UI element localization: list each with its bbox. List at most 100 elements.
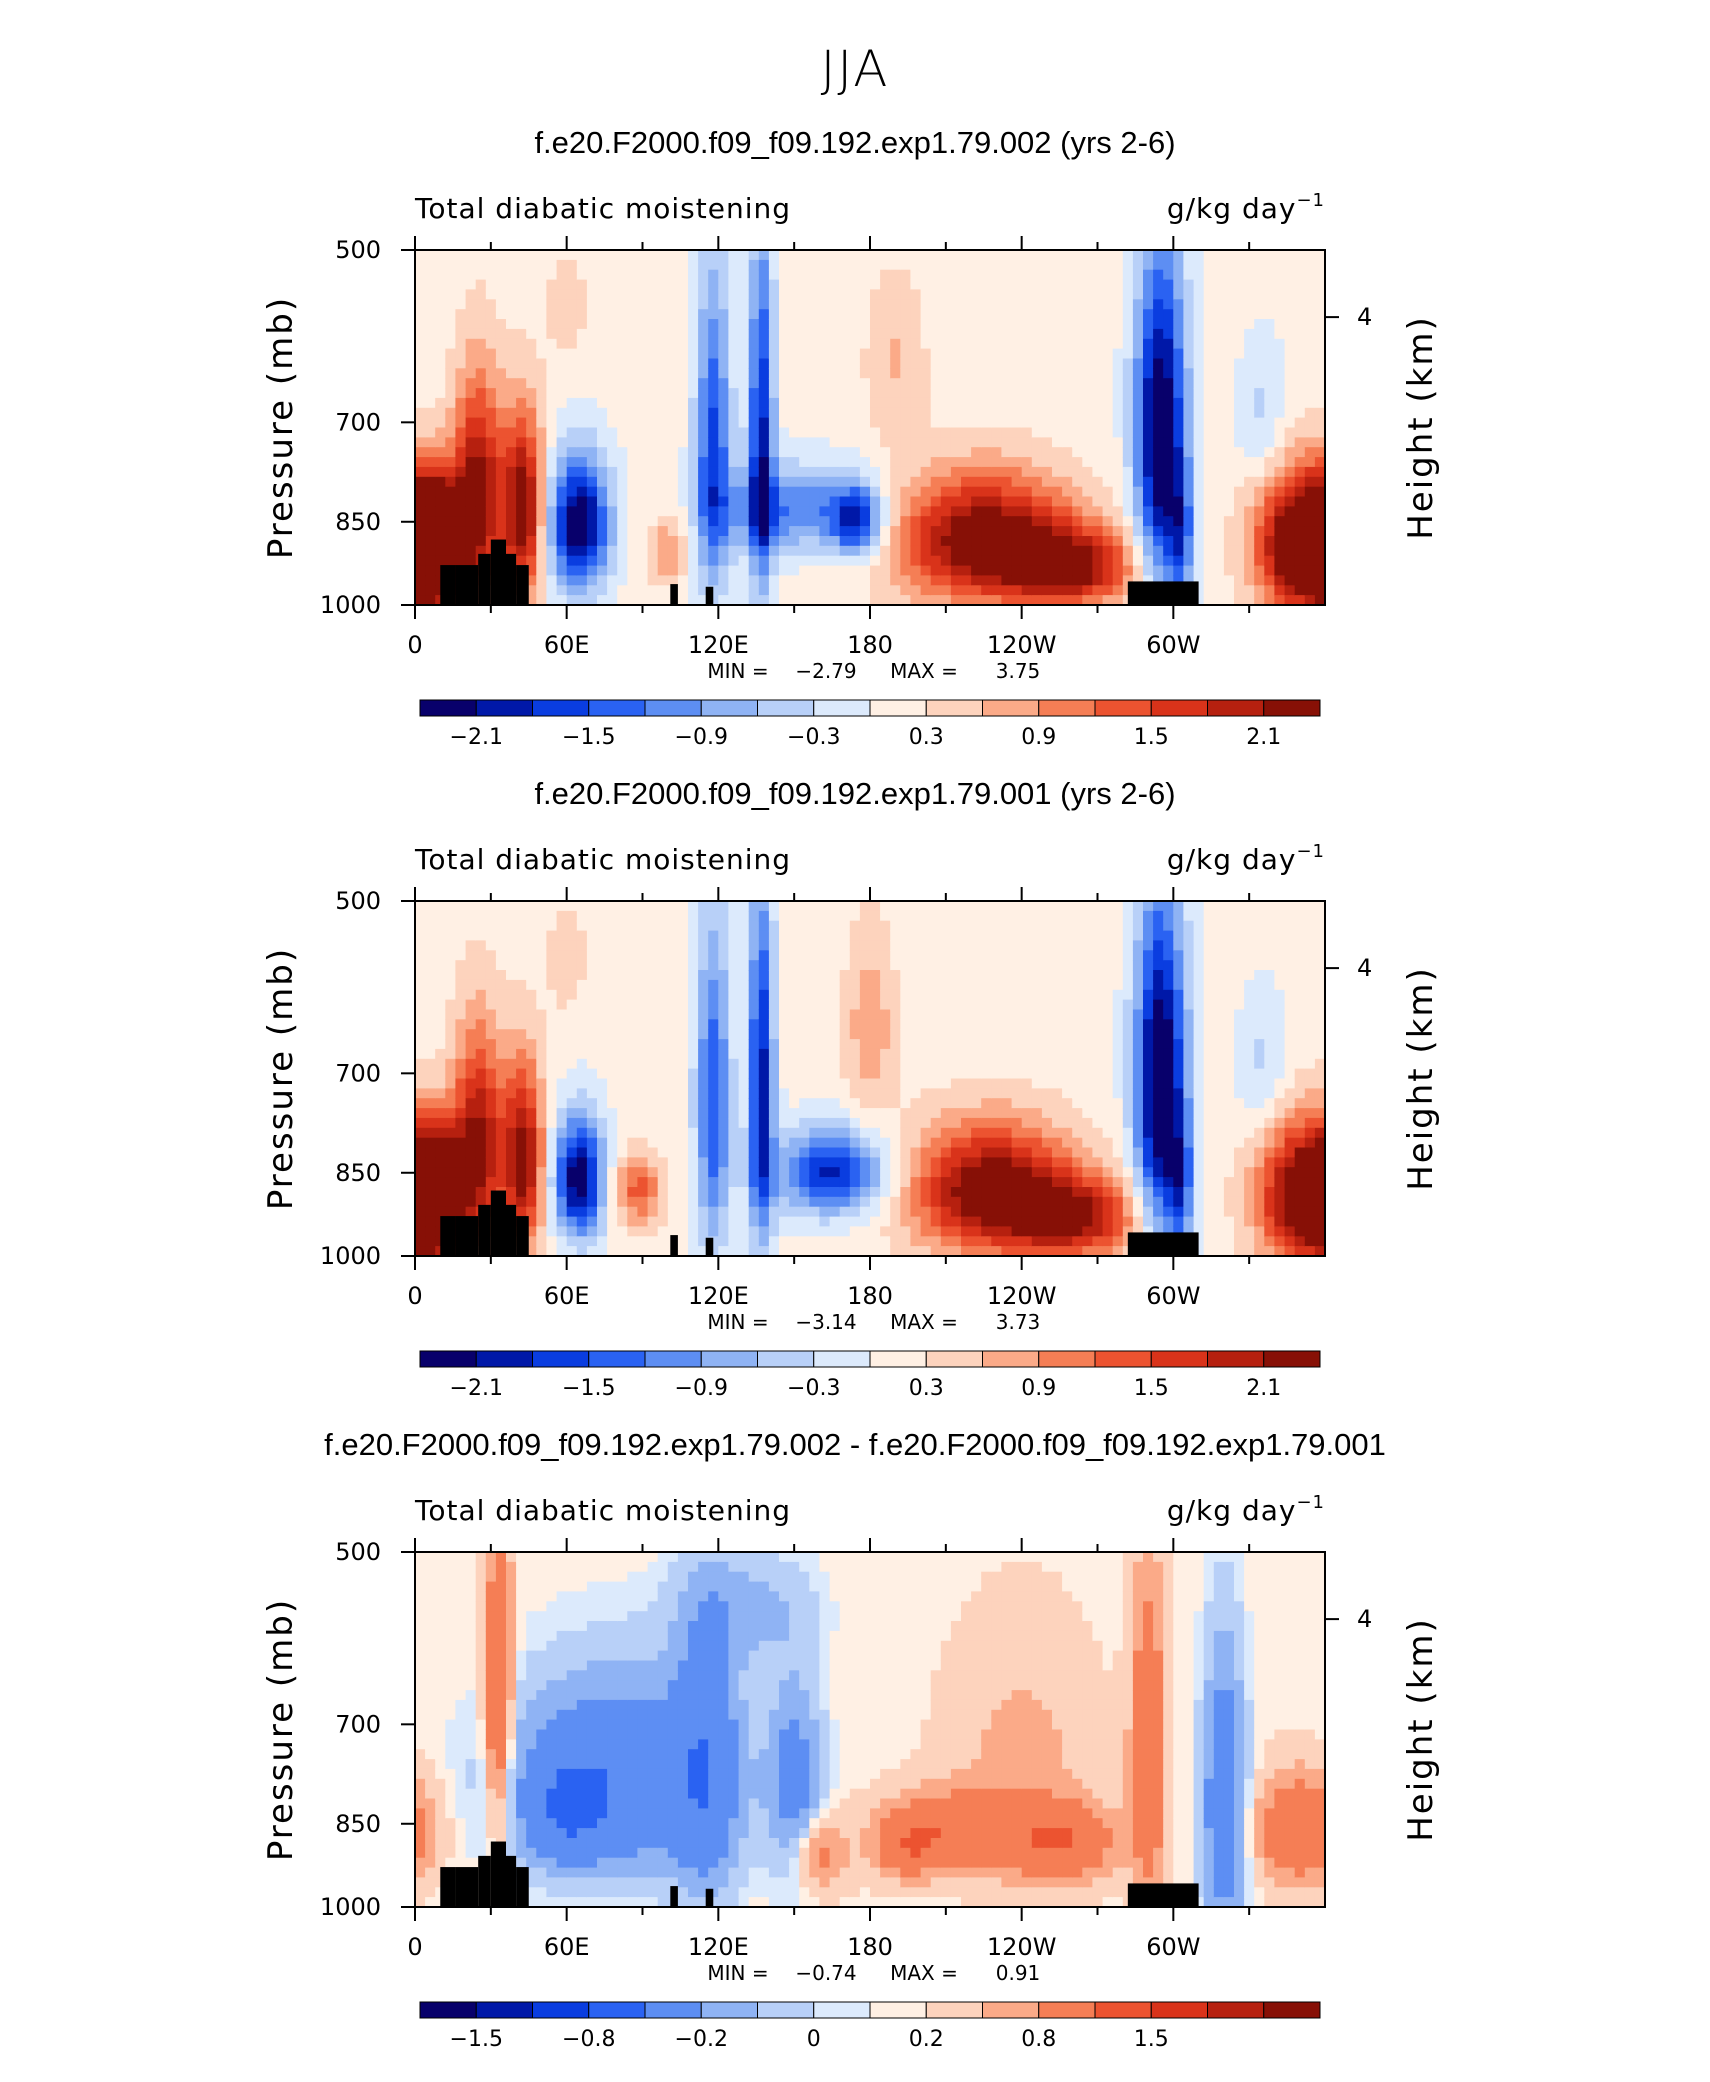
field-cell — [819, 368, 830, 379]
field-cell — [476, 447, 487, 458]
field-cell — [1082, 280, 1093, 291]
field-cell — [577, 1167, 588, 1178]
field-cell — [1052, 447, 1063, 458]
field-cell — [587, 536, 598, 547]
field-cell — [617, 911, 628, 922]
field-cell — [819, 339, 830, 350]
field-cell — [1113, 260, 1124, 271]
field-cell — [496, 1167, 507, 1178]
field-cell — [880, 418, 891, 429]
field-cell — [496, 950, 507, 961]
field-cell — [799, 428, 810, 439]
field-cell — [921, 575, 932, 586]
field-cell — [577, 585, 588, 596]
field-cell — [1173, 349, 1184, 360]
field-cell — [931, 388, 942, 399]
field-cell — [627, 487, 638, 498]
field-cell — [1204, 546, 1215, 557]
field-cell — [809, 1148, 820, 1159]
field-cell — [476, 940, 487, 951]
field-cell — [1052, 408, 1063, 419]
field-cell — [1254, 368, 1265, 379]
field-cell — [1133, 329, 1144, 340]
field-cell — [486, 526, 497, 537]
field-cell — [688, 487, 699, 498]
field-cell — [850, 1236, 861, 1247]
field-cell — [658, 1079, 669, 1090]
field-cell — [1183, 280, 1194, 291]
field-cell — [476, 931, 487, 942]
field-cell — [486, 1039, 497, 1050]
field-cell — [880, 921, 891, 932]
field-cell — [627, 1108, 638, 1119]
field-cell — [870, 319, 881, 330]
field-cell — [466, 457, 477, 468]
field-cell — [1042, 428, 1053, 439]
field-cell — [759, 970, 770, 981]
field-cell — [951, 260, 962, 271]
field-cell — [1305, 467, 1316, 478]
field-cell — [536, 536, 547, 547]
field-cell — [850, 1029, 861, 1040]
field-cell — [688, 990, 699, 1001]
field-cell — [779, 1108, 790, 1119]
field-cell — [698, 437, 709, 448]
field-cell — [617, 566, 628, 577]
field-cell — [688, 901, 699, 912]
field-cell — [648, 931, 659, 942]
field-cell — [759, 260, 770, 271]
field-cell — [1113, 457, 1124, 468]
field-cell — [1042, 398, 1053, 409]
field-cell — [941, 437, 952, 448]
field-cell — [536, 1226, 547, 1237]
field-cell — [648, 990, 659, 1001]
field-cell — [557, 575, 568, 586]
field-cell — [850, 1167, 861, 1178]
field-cell — [597, 359, 608, 370]
field-cell — [830, 418, 841, 429]
field-cell — [860, 299, 871, 310]
field-cell — [789, 368, 800, 379]
field-cell — [1163, 270, 1174, 281]
field-cell — [546, 359, 557, 370]
field-cell — [840, 309, 851, 320]
field-cell — [1113, 536, 1124, 547]
field-cell — [1103, 487, 1114, 498]
field-cell — [941, 359, 952, 370]
field-cell — [587, 901, 598, 912]
field-cell — [789, 911, 800, 922]
field-cell — [445, 911, 456, 922]
field-cell — [840, 359, 851, 370]
field-cell — [607, 516, 618, 527]
field-cell — [799, 1217, 810, 1228]
field-cell — [799, 388, 810, 399]
field-cell — [789, 1108, 800, 1119]
field-cell — [435, 299, 446, 310]
field-cell — [1305, 299, 1316, 310]
field-cell — [587, 950, 598, 961]
field-cell — [1001, 398, 1012, 409]
field-cell — [1042, 270, 1053, 281]
field-cell — [1295, 309, 1306, 320]
field-cell — [415, 437, 426, 448]
field-cell — [1062, 359, 1073, 370]
field-cell — [718, 546, 729, 557]
field-cell — [789, 940, 800, 951]
field-cell — [1244, 408, 1255, 419]
field-cell — [1113, 437, 1124, 448]
field-cell — [850, 1207, 861, 1218]
field-cell — [759, 457, 770, 468]
field-cell — [860, 526, 871, 537]
field-cell — [658, 1019, 669, 1030]
field-cell — [496, 1128, 507, 1139]
field-cell — [648, 329, 659, 340]
field-cell — [1123, 536, 1134, 547]
field-cell — [1012, 319, 1023, 330]
field-cell — [799, 911, 810, 922]
field-cell — [1103, 359, 1114, 370]
field-cell — [718, 1236, 729, 1247]
field-cell — [961, 309, 972, 320]
field-cell — [769, 1118, 780, 1129]
field-cell — [799, 1010, 810, 1021]
field-cell — [607, 526, 618, 537]
